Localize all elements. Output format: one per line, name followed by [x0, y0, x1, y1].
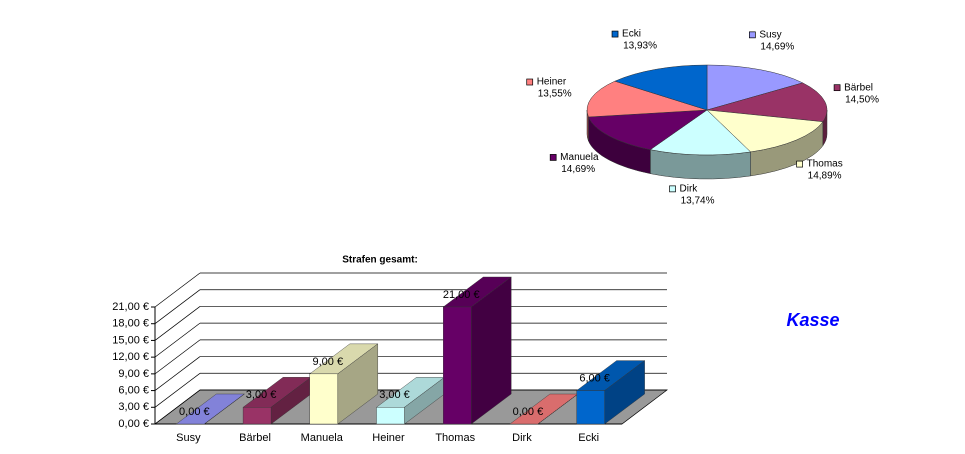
pie-value-label: 13,55% [538, 89, 572, 100]
legend-marker [526, 78, 534, 86]
y-tick-label: 9,00 € [118, 368, 149, 380]
grid-line [154, 339, 201, 375]
grid-line [154, 373, 201, 408]
grid-line [154, 389, 201, 425]
value-label: 9,00 € [312, 356, 343, 368]
pie-label: Heiner [537, 77, 567, 88]
pie-slice [706, 64, 804, 111]
pie-slice [706, 109, 824, 153]
y-tick-label: 3,00 € [118, 401, 149, 413]
value-label: 6,00 € [579, 372, 610, 384]
pie-slice [586, 80, 708, 118]
pie-label: Ecki [622, 29, 641, 40]
x-tick-label: Manuela [301, 432, 344, 444]
grid-line [154, 322, 201, 358]
x-tick-label: Bärbel [239, 432, 271, 444]
pie-label: Dirk [680, 184, 699, 195]
pie-value-label: 14,89% [808, 171, 842, 182]
chart-title: Strafen gesamt: [342, 255, 418, 266]
x-tick-label: Ecki [578, 432, 599, 444]
y-tick-label: 15,00 € [112, 334, 149, 346]
y-tick-label: 0,00 € [118, 418, 149, 430]
y-tick-label: 6,00 € [118, 384, 149, 396]
bar [443, 306, 472, 425]
pie-label: Susy [759, 29, 781, 40]
pie-value-label: 14,50% [845, 94, 879, 105]
x-tick-label: Heiner [372, 432, 405, 444]
grid-line [154, 306, 201, 341]
pie-value-label: 14,69% [760, 41, 794, 52]
legend-marker [833, 84, 841, 92]
grid-line [154, 272, 201, 308]
legend-marker [749, 31, 756, 39]
legend-marker [669, 185, 676, 193]
grid-line [154, 289, 201, 324]
pie-slice [614, 64, 708, 111]
bar [376, 407, 405, 425]
pie-label: Thomas [807, 159, 843, 170]
y-tick-label: 12,00 € [112, 351, 149, 363]
x-tick-label: Susy [176, 432, 201, 444]
legend-marker [549, 154, 557, 161]
value-label: 3,00 € [246, 389, 277, 401]
pie-label: Manuela [560, 152, 599, 163]
value-label: 21,00 € [443, 289, 480, 301]
pie-label: Bärbel [844, 82, 873, 93]
pie-value-label: 13,93% [623, 41, 657, 52]
grid-line [154, 356, 201, 391]
y-tick-label: 18,00 € [112, 318, 149, 330]
pie-slice [706, 82, 828, 122]
legend-marker [796, 160, 803, 168]
bar [576, 390, 605, 425]
pie-value-label: 14,69% [561, 164, 595, 175]
bar-side [204, 393, 245, 425]
legend-marker [611, 30, 619, 38]
bar [309, 373, 338, 425]
pie-slice [649, 109, 752, 156]
y-tick-label: 21,00 € [112, 301, 149, 313]
caption: Kasse [786, 310, 839, 330]
x-tick-label: Thomas [435, 432, 475, 444]
x-tick-label: Dirk [512, 432, 532, 444]
value-label: 3,00 € [379, 389, 410, 401]
pie-value-label: 13,74% [681, 196, 715, 207]
value-label: 0,00 € [179, 406, 210, 418]
bar [242, 407, 272, 425]
pie-slice [588, 109, 708, 150]
value-label: 0,00 € [513, 406, 544, 418]
